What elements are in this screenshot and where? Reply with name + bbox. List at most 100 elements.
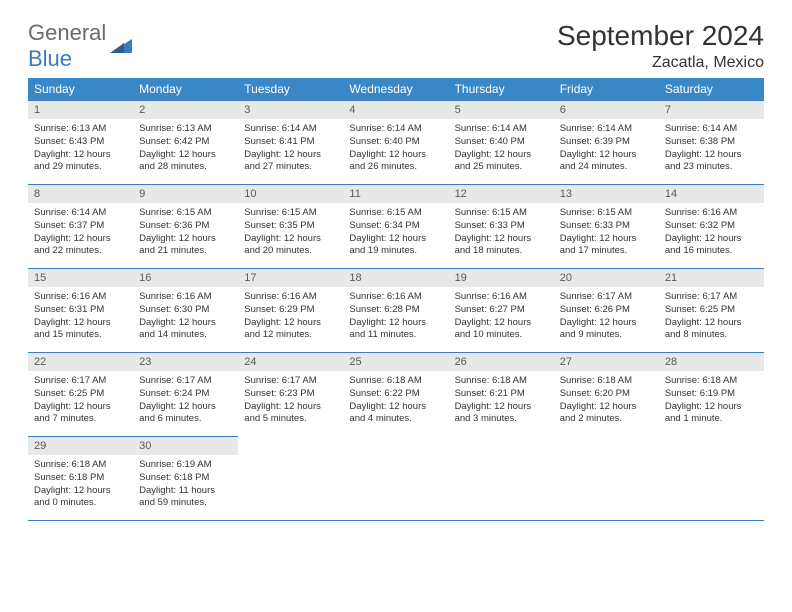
daylight-text: Daylight: 12 hours and 14 minutes. bbox=[139, 317, 232, 343]
calendar-week-row: 22Sunrise: 6:17 AMSunset: 6:25 PMDayligh… bbox=[28, 353, 764, 437]
calendar-day-cell: 4Sunrise: 6:14 AMSunset: 6:40 PMDaylight… bbox=[343, 101, 448, 185]
day-number: 20 bbox=[554, 269, 659, 287]
day-number: 14 bbox=[659, 185, 764, 203]
day-details: Sunrise: 6:15 AMSunset: 6:35 PMDaylight:… bbox=[238, 203, 343, 264]
day-details: Sunrise: 6:14 AMSunset: 6:37 PMDaylight:… bbox=[28, 203, 133, 264]
sunset-text: Sunset: 6:25 PM bbox=[665, 304, 758, 317]
day-number: 30 bbox=[133, 437, 238, 455]
calendar-day-cell: 20Sunrise: 6:17 AMSunset: 6:26 PMDayligh… bbox=[554, 269, 659, 353]
calendar-day-cell: 5Sunrise: 6:14 AMSunset: 6:40 PMDaylight… bbox=[449, 101, 554, 185]
day-details: Sunrise: 6:14 AMSunset: 6:40 PMDaylight:… bbox=[343, 119, 448, 180]
day-details: Sunrise: 6:14 AMSunset: 6:41 PMDaylight:… bbox=[238, 119, 343, 180]
daylight-text: Daylight: 12 hours and 5 minutes. bbox=[244, 401, 337, 427]
sunrise-text: Sunrise: 6:14 AM bbox=[665, 123, 758, 136]
day-number: 18 bbox=[343, 269, 448, 287]
sunset-text: Sunset: 6:18 PM bbox=[139, 472, 232, 485]
sunset-text: Sunset: 6:36 PM bbox=[139, 220, 232, 233]
sunset-text: Sunset: 6:34 PM bbox=[349, 220, 442, 233]
day-details: Sunrise: 6:18 AMSunset: 6:20 PMDaylight:… bbox=[554, 371, 659, 432]
day-details: Sunrise: 6:14 AMSunset: 6:38 PMDaylight:… bbox=[659, 119, 764, 180]
sunrise-text: Sunrise: 6:17 AM bbox=[139, 375, 232, 388]
calendar-day-cell: 13Sunrise: 6:15 AMSunset: 6:33 PMDayligh… bbox=[554, 185, 659, 269]
sunset-text: Sunset: 6:38 PM bbox=[665, 136, 758, 149]
calendar-day-cell: 28Sunrise: 6:18 AMSunset: 6:19 PMDayligh… bbox=[659, 353, 764, 437]
sunset-text: Sunset: 6:28 PM bbox=[349, 304, 442, 317]
day-number: 28 bbox=[659, 353, 764, 371]
sunset-text: Sunset: 6:33 PM bbox=[455, 220, 548, 233]
sunrise-text: Sunrise: 6:15 AM bbox=[244, 207, 337, 220]
day-number: 4 bbox=[343, 101, 448, 119]
sunrise-text: Sunrise: 6:16 AM bbox=[34, 291, 127, 304]
day-details: Sunrise: 6:16 AMSunset: 6:27 PMDaylight:… bbox=[449, 287, 554, 348]
day-details: Sunrise: 6:16 AMSunset: 6:28 PMDaylight:… bbox=[343, 287, 448, 348]
sunset-text: Sunset: 6:40 PM bbox=[455, 136, 548, 149]
daylight-text: Daylight: 12 hours and 11 minutes. bbox=[349, 317, 442, 343]
calendar-week-row: 8Sunrise: 6:14 AMSunset: 6:37 PMDaylight… bbox=[28, 185, 764, 269]
day-details: Sunrise: 6:18 AMSunset: 6:19 PMDaylight:… bbox=[659, 371, 764, 432]
daylight-text: Daylight: 12 hours and 20 minutes. bbox=[244, 233, 337, 259]
daylight-text: Daylight: 12 hours and 16 minutes. bbox=[665, 233, 758, 259]
month-title: September 2024 bbox=[557, 20, 764, 52]
daylight-text: Daylight: 12 hours and 22 minutes. bbox=[34, 233, 127, 259]
weekday-header-row: Sunday Monday Tuesday Wednesday Thursday… bbox=[28, 78, 764, 101]
day-details: Sunrise: 6:17 AMSunset: 6:25 PMDaylight:… bbox=[659, 287, 764, 348]
sunrise-text: Sunrise: 6:14 AM bbox=[244, 123, 337, 136]
day-details: Sunrise: 6:13 AMSunset: 6:43 PMDaylight:… bbox=[28, 119, 133, 180]
day-details: Sunrise: 6:17 AMSunset: 6:23 PMDaylight:… bbox=[238, 371, 343, 432]
calendar-day-cell: 7Sunrise: 6:14 AMSunset: 6:38 PMDaylight… bbox=[659, 101, 764, 185]
sunrise-text: Sunrise: 6:13 AM bbox=[139, 123, 232, 136]
sunrise-text: Sunrise: 6:14 AM bbox=[34, 207, 127, 220]
calendar-week-row: 1Sunrise: 6:13 AMSunset: 6:43 PMDaylight… bbox=[28, 101, 764, 185]
sunset-text: Sunset: 6:37 PM bbox=[34, 220, 127, 233]
calendar-day-cell: 26Sunrise: 6:18 AMSunset: 6:21 PMDayligh… bbox=[449, 353, 554, 437]
day-details: Sunrise: 6:18 AMSunset: 6:22 PMDaylight:… bbox=[343, 371, 448, 432]
calendar-day-cell: 17Sunrise: 6:16 AMSunset: 6:29 PMDayligh… bbox=[238, 269, 343, 353]
calendar-day-cell: .. bbox=[343, 437, 448, 521]
daylight-text: Daylight: 12 hours and 28 minutes. bbox=[139, 149, 232, 175]
calendar-day-cell: 11Sunrise: 6:15 AMSunset: 6:34 PMDayligh… bbox=[343, 185, 448, 269]
sunset-text: Sunset: 6:20 PM bbox=[560, 388, 653, 401]
sunset-text: Sunset: 6:21 PM bbox=[455, 388, 548, 401]
day-number: 29 bbox=[28, 437, 133, 455]
sunrise-text: Sunrise: 6:18 AM bbox=[560, 375, 653, 388]
weekday-header: Friday bbox=[554, 78, 659, 101]
calendar-day-cell: 14Sunrise: 6:16 AMSunset: 6:32 PMDayligh… bbox=[659, 185, 764, 269]
sunrise-text: Sunrise: 6:16 AM bbox=[349, 291, 442, 304]
calendar-day-cell: 10Sunrise: 6:15 AMSunset: 6:35 PMDayligh… bbox=[238, 185, 343, 269]
daylight-text: Daylight: 12 hours and 27 minutes. bbox=[244, 149, 337, 175]
daylight-text: Daylight: 12 hours and 4 minutes. bbox=[349, 401, 442, 427]
day-details: Sunrise: 6:17 AMSunset: 6:24 PMDaylight:… bbox=[133, 371, 238, 432]
sunset-text: Sunset: 6:43 PM bbox=[34, 136, 127, 149]
sunrise-text: Sunrise: 6:13 AM bbox=[34, 123, 127, 136]
daylight-text: Daylight: 12 hours and 7 minutes. bbox=[34, 401, 127, 427]
day-details: Sunrise: 6:14 AMSunset: 6:40 PMDaylight:… bbox=[449, 119, 554, 180]
day-details: Sunrise: 6:17 AMSunset: 6:26 PMDaylight:… bbox=[554, 287, 659, 348]
sunrise-text: Sunrise: 6:18 AM bbox=[665, 375, 758, 388]
sunset-text: Sunset: 6:27 PM bbox=[455, 304, 548, 317]
sunrise-text: Sunrise: 6:16 AM bbox=[244, 291, 337, 304]
day-details: Sunrise: 6:14 AMSunset: 6:39 PMDaylight:… bbox=[554, 119, 659, 180]
sunset-text: Sunset: 6:24 PM bbox=[139, 388, 232, 401]
daylight-text: Daylight: 12 hours and 25 minutes. bbox=[455, 149, 548, 175]
calendar-day-cell: 1Sunrise: 6:13 AMSunset: 6:43 PMDaylight… bbox=[28, 101, 133, 185]
day-number: 13 bbox=[554, 185, 659, 203]
calendar-day-cell: 15Sunrise: 6:16 AMSunset: 6:31 PMDayligh… bbox=[28, 269, 133, 353]
day-details: Sunrise: 6:16 AMSunset: 6:30 PMDaylight:… bbox=[133, 287, 238, 348]
calendar-day-cell: .. bbox=[449, 437, 554, 521]
sunrise-text: Sunrise: 6:18 AM bbox=[34, 459, 127, 472]
calendar-day-cell: 6Sunrise: 6:14 AMSunset: 6:39 PMDaylight… bbox=[554, 101, 659, 185]
sunrise-text: Sunrise: 6:17 AM bbox=[244, 375, 337, 388]
calendar-day-cell: .. bbox=[659, 437, 764, 521]
day-details: Sunrise: 6:18 AMSunset: 6:21 PMDaylight:… bbox=[449, 371, 554, 432]
daylight-text: Daylight: 11 hours and 59 minutes. bbox=[139, 485, 232, 511]
day-number: 21 bbox=[659, 269, 764, 287]
sunrise-text: Sunrise: 6:18 AM bbox=[455, 375, 548, 388]
logo-text: General Blue bbox=[28, 20, 106, 72]
day-number: 10 bbox=[238, 185, 343, 203]
daylight-text: Daylight: 12 hours and 9 minutes. bbox=[560, 317, 653, 343]
day-details: Sunrise: 6:16 AMSunset: 6:31 PMDaylight:… bbox=[28, 287, 133, 348]
day-details: Sunrise: 6:16 AMSunset: 6:32 PMDaylight:… bbox=[659, 203, 764, 264]
sunset-text: Sunset: 6:31 PM bbox=[34, 304, 127, 317]
sunrise-text: Sunrise: 6:14 AM bbox=[455, 123, 548, 136]
logo: General Blue bbox=[28, 20, 132, 72]
